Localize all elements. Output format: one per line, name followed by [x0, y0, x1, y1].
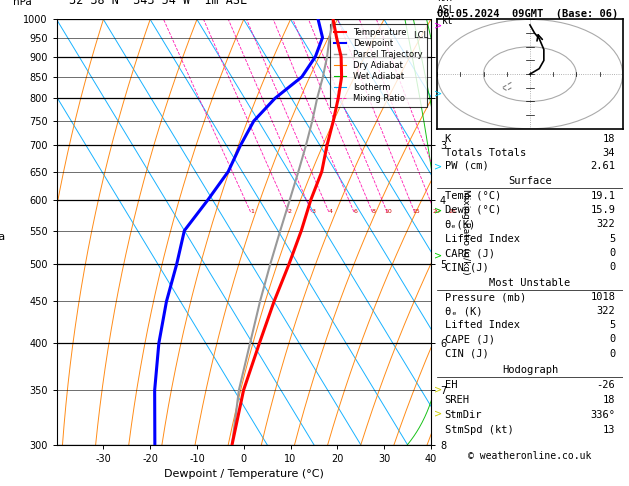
Text: 0: 0 — [609, 262, 615, 273]
Text: 4: 4 — [328, 209, 332, 214]
Text: Dewp (°C): Dewp (°C) — [445, 205, 501, 215]
Text: 25: 25 — [448, 209, 456, 214]
Text: CIN (J): CIN (J) — [445, 348, 488, 359]
Text: 0: 0 — [609, 348, 615, 359]
Text: Surface: Surface — [508, 176, 552, 186]
Text: 18: 18 — [603, 395, 615, 405]
Text: >: > — [434, 88, 442, 99]
Text: 8: 8 — [372, 209, 376, 214]
Text: 15.9: 15.9 — [590, 205, 615, 215]
Text: hPa: hPa — [13, 0, 31, 7]
Text: PW (cm): PW (cm) — [445, 161, 488, 171]
Text: >: > — [434, 20, 442, 30]
Text: EH: EH — [445, 380, 457, 390]
Text: 6: 6 — [353, 209, 357, 214]
Text: 1018: 1018 — [590, 292, 615, 302]
Text: >: > — [434, 250, 442, 260]
Text: 06.05.2024  09GMT  (Base: 06): 06.05.2024 09GMT (Base: 06) — [437, 9, 618, 19]
Text: 20: 20 — [432, 209, 440, 214]
Text: 5: 5 — [609, 234, 615, 243]
Legend: Temperature, Dewpoint, Parcel Trajectory, Dry Adiabat, Wet Adiabat, Isotherm, Mi: Temperature, Dewpoint, Parcel Trajectory… — [330, 24, 426, 107]
Text: 5: 5 — [609, 320, 615, 330]
Text: 322: 322 — [596, 219, 615, 229]
Text: 0: 0 — [609, 334, 615, 345]
Text: Pressure (mb): Pressure (mb) — [445, 292, 526, 302]
Text: θₑ (K): θₑ (K) — [445, 306, 482, 316]
Text: 13: 13 — [603, 425, 615, 435]
Text: 19.1: 19.1 — [590, 191, 615, 201]
Text: km
ASL: km ASL — [437, 0, 455, 15]
Text: 0: 0 — [609, 248, 615, 258]
Text: Mixing Ratio (g/kg): Mixing Ratio (g/kg) — [461, 189, 470, 275]
Text: Hodograph: Hodograph — [502, 364, 558, 375]
Text: θₑ(K): θₑ(K) — [445, 219, 476, 229]
Text: Lifted Index: Lifted Index — [445, 320, 520, 330]
Text: 10: 10 — [384, 209, 392, 214]
Text: 3: 3 — [311, 209, 315, 214]
Text: -26: -26 — [596, 380, 615, 390]
Text: StmDir: StmDir — [445, 410, 482, 420]
Text: 2.61: 2.61 — [590, 161, 615, 171]
Text: CAPE (J): CAPE (J) — [445, 248, 494, 258]
Text: StmSpd (kt): StmSpd (kt) — [445, 425, 513, 435]
Text: Temp (°C): Temp (°C) — [445, 191, 501, 201]
Text: 322: 322 — [596, 306, 615, 316]
Text: 34: 34 — [603, 148, 615, 157]
Text: © weatheronline.co.uk: © weatheronline.co.uk — [468, 451, 592, 461]
Text: >: > — [434, 408, 442, 418]
Text: 18: 18 — [603, 134, 615, 144]
Text: Totals Totals: Totals Totals — [445, 148, 526, 157]
Text: CIN (J): CIN (J) — [445, 262, 488, 273]
Text: 336°: 336° — [590, 410, 615, 420]
Text: 1: 1 — [250, 209, 254, 214]
Text: CAPE (J): CAPE (J) — [445, 334, 494, 345]
Text: Lifted Index: Lifted Index — [445, 234, 520, 243]
Text: >: > — [434, 384, 442, 394]
Text: K: K — [445, 134, 451, 144]
Text: SREH: SREH — [445, 395, 470, 405]
Y-axis label: hPa: hPa — [0, 232, 6, 242]
Text: >: > — [434, 161, 442, 172]
Text: kt: kt — [442, 16, 454, 26]
Text: LCL: LCL — [413, 31, 428, 40]
Text: 32°38'N  343°54'W  1m ASL: 32°38'N 343°54'W 1m ASL — [69, 0, 247, 7]
X-axis label: Dewpoint / Temperature (°C): Dewpoint / Temperature (°C) — [164, 469, 324, 479]
Text: 2: 2 — [287, 209, 292, 214]
Text: Most Unstable: Most Unstable — [489, 278, 571, 288]
Text: 15: 15 — [412, 209, 420, 214]
Text: >: > — [434, 205, 442, 215]
